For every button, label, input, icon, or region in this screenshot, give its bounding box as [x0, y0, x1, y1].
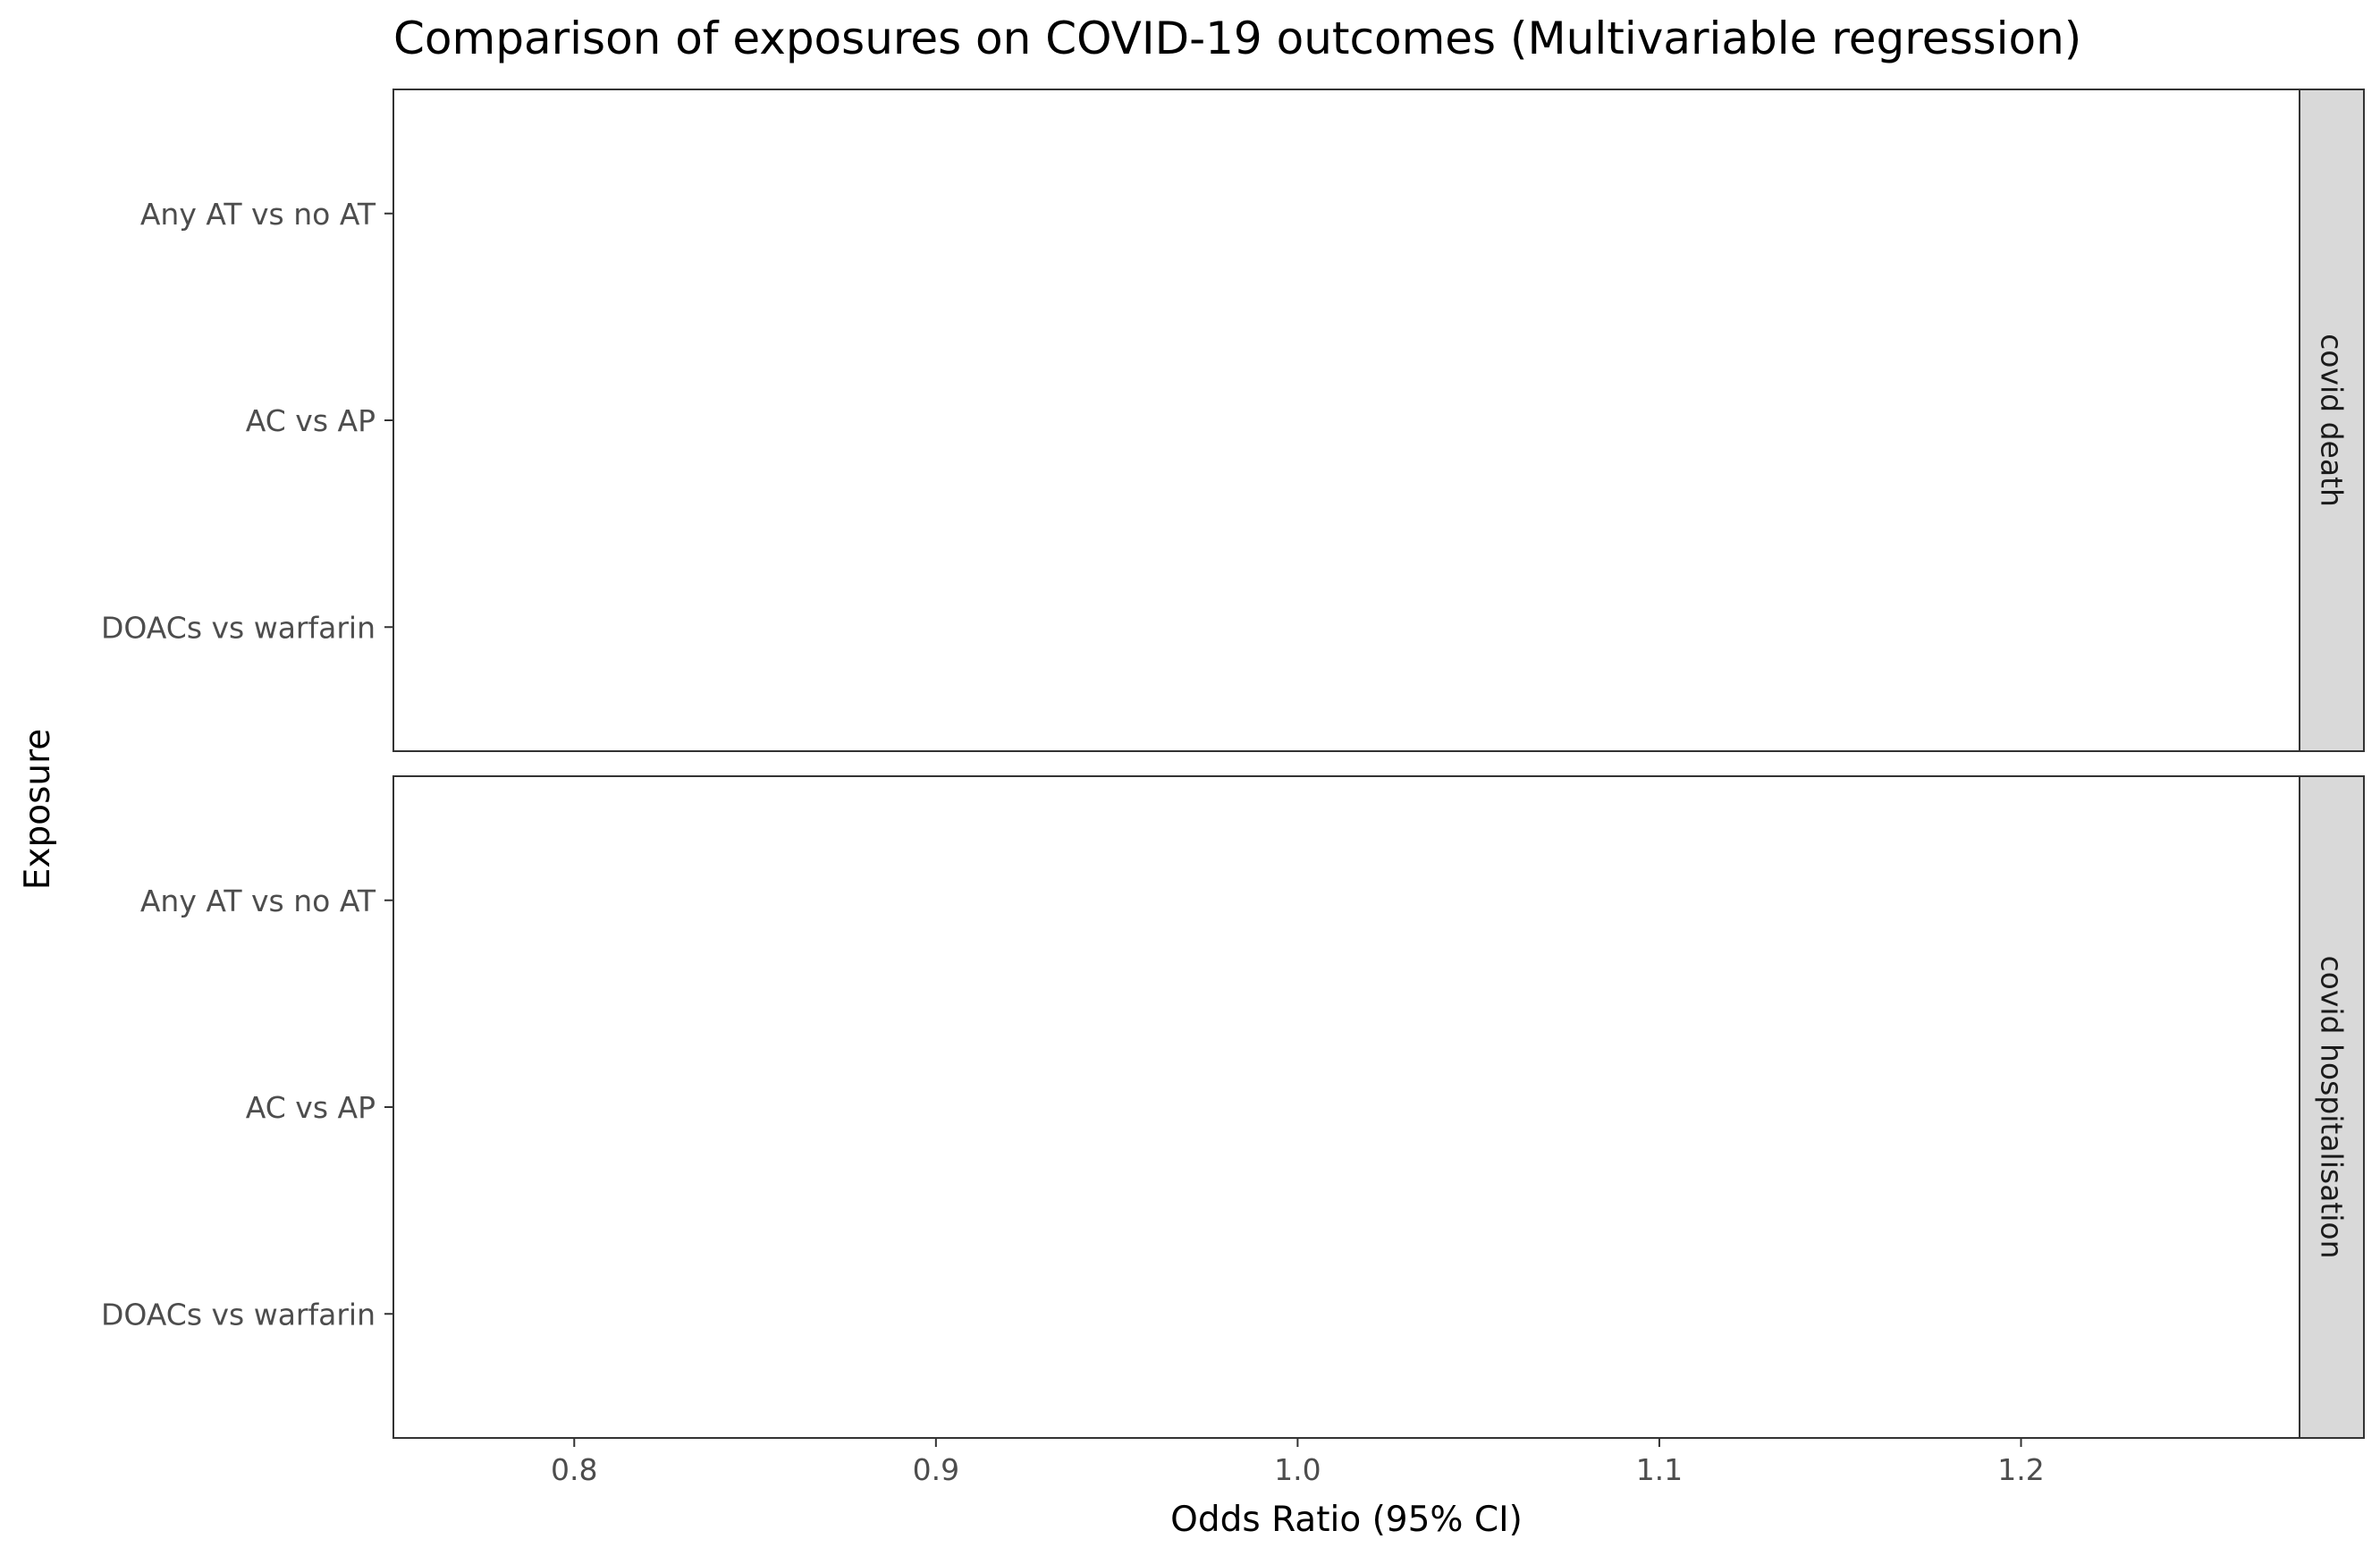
x-tick-label: 1.1 [1636, 1452, 1683, 1487]
panel-border [392, 775, 2300, 1439]
facet-strip-label: covid hospitalisation [2315, 955, 2350, 1258]
x-axis: 0.8 0.9 1.0 1.1 1.2 [551, 1438, 2045, 1487]
x-tick-label: 0.8 [551, 1452, 597, 1487]
panel-border [392, 89, 2300, 752]
category-label: AC vs AP [246, 403, 376, 438]
chart-title: Comparison of exposures on COVID-19 outc… [393, 13, 2081, 64]
facet-strip [2299, 775, 2365, 1439]
x-tick-label: 1.0 [1274, 1452, 1321, 1487]
category-label: Any AT vs no AT [140, 197, 376, 232]
category-label: Any AT vs no AT [140, 884, 376, 918]
category-label: DOACs vs warfarin [101, 1297, 376, 1332]
facet-strip [2299, 89, 2365, 752]
x-axis-title: Odds Ratio (95% CI) [1170, 1500, 1523, 1540]
facet-strip-label: covid death [2315, 334, 2350, 507]
x-tick-label: 0.9 [913, 1452, 959, 1487]
x-tick-label: 1.2 [1997, 1452, 2044, 1487]
category-label: AC vs AP [246, 1090, 376, 1125]
y-axis-title: Exposure [18, 729, 58, 891]
category-label: DOACs vs warfarin [101, 610, 376, 645]
